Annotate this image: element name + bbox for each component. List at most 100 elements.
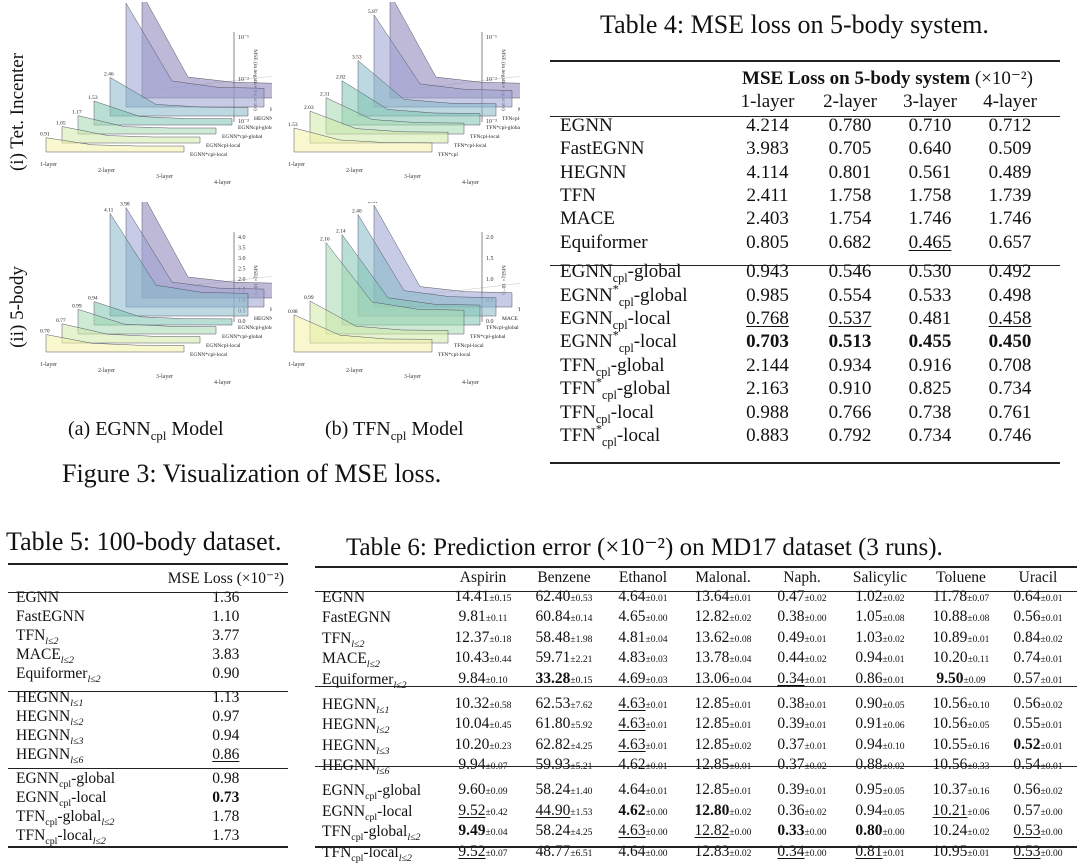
table-6-row: HEGNNl≤2 10.04±0.45 61.80±5.92 4.63±0.01 12.… xyxy=(322,715,1074,736)
peak-value-label: 2.14 xyxy=(336,228,346,234)
cell-text: 1.746 xyxy=(908,208,952,230)
table-4-group-header: MSE Loss on 5-body system (×10⁻²) xyxy=(725,67,1050,90)
x-tick-label: 1-layer xyxy=(40,362,57,368)
table-4-body: EGNN 4.214 0.780 0.710 0.712 FastEGNN 3.983 0.7… xyxy=(560,114,1050,448)
series-surface xyxy=(293,314,433,353)
panel-egnn-tet: 10⁻¹ 10⁻² 10⁻³ MSE (in negative log scale) 6… xyxy=(40,2,272,186)
cell-text: 0.766 xyxy=(828,401,872,423)
method-name: TFNl≤2 xyxy=(16,627,59,648)
figure-3-caption: Figure 3: Visualization of MSE loss. xyxy=(62,459,442,488)
cell-value: 0.49±0.01 xyxy=(764,629,840,650)
cell-text: 0.98 xyxy=(212,770,240,787)
series-legend-label: EGNN*cpl-local xyxy=(190,352,228,358)
cell-std: ±0.06 xyxy=(882,720,905,732)
column-header: Aspirin xyxy=(459,569,507,586)
cell-std: ±0.00 xyxy=(645,847,668,859)
cell-std: ±0.02 xyxy=(1040,633,1063,645)
cell-text: 0.554 xyxy=(828,284,872,306)
cell-value: 0.561 xyxy=(890,161,970,184)
cell-mean: 0.39 xyxy=(777,715,805,733)
cell-value: 1.78 xyxy=(168,807,284,826)
cell-value: 1.73 xyxy=(168,826,284,845)
cell-value: 0.509 xyxy=(970,137,1050,160)
cell-std: ±0.05 xyxy=(967,720,990,732)
subcaption-b: (b) TFNcpl Model xyxy=(325,418,464,442)
cell-mean: 0.36 xyxy=(777,801,805,819)
cell-value: 0.805 xyxy=(725,231,810,254)
cell-mean: 0.54 xyxy=(1013,756,1041,774)
cell-text: 0.734 xyxy=(988,378,1032,400)
series-surface xyxy=(357,213,497,317)
cell-std: ±0.01 xyxy=(804,740,827,752)
cell-text: 0.910 xyxy=(828,378,872,400)
cell-value: 9.50±0.09 xyxy=(920,670,1002,691)
cell-mean: 10.20 xyxy=(454,735,490,753)
table-6-corner xyxy=(322,569,442,588)
cell-mean: 4.62 xyxy=(618,801,646,819)
cell-std: ±0.01 xyxy=(804,785,827,797)
cell-text: 1.758 xyxy=(908,185,952,207)
series-surface xyxy=(93,301,233,326)
cell-value: 12.85±0.01 xyxy=(682,715,764,736)
x-tick-label: 1-layer xyxy=(288,362,305,368)
cell-std: ±0.10 xyxy=(967,699,990,711)
cell-value: 0.95±0.05 xyxy=(840,781,920,802)
cell-text: 2.144 xyxy=(746,354,789,376)
cell-std: ±0.02 xyxy=(804,806,827,818)
peak-value-label: 6.61 xyxy=(120,2,130,3)
cell-mean: 10.43 xyxy=(454,649,490,667)
cell-mean: 0.88 xyxy=(855,756,883,774)
cell-std: ±0.02 xyxy=(1040,785,1063,797)
cell-value: 0.39±0.01 xyxy=(764,715,840,736)
x-tick-label: 3-layer xyxy=(404,374,421,380)
cell-mean: 9.94 xyxy=(458,756,486,774)
cell-value: 1.10 xyxy=(168,607,284,626)
table-5-row: EGNN 1.36 xyxy=(16,588,284,607)
series-legend-label: TFNcpl-global xyxy=(502,116,520,122)
cell-mean: 10.32 xyxy=(454,694,490,712)
cell-text: 0.712 xyxy=(988,114,1032,136)
table-4-row: TFN*cpl-local 0.883 0.792 0.734 0.746 xyxy=(560,424,1050,448)
cell-std: ±0.00 xyxy=(1040,806,1063,818)
method-name: TFNcpl-locall≤2 xyxy=(16,827,106,848)
cell-value: 0.38±0.00 xyxy=(764,608,840,629)
cell-value: 0.481 xyxy=(890,307,970,330)
cell-value: 10.56±0.05 xyxy=(920,715,1002,736)
cell-mean: 10.55 xyxy=(932,735,968,753)
series-legend-label: MACE xyxy=(502,316,519,322)
cell-value: 4.63±0.01 xyxy=(604,736,682,757)
peak-value-label: 2.46 xyxy=(104,71,114,77)
cell-text: 2.411 xyxy=(746,185,789,207)
table-6-bottom-rule xyxy=(315,846,1077,848)
cell-value: 4.62±0.00 xyxy=(604,802,682,823)
x-tick-label: 3-layer xyxy=(156,374,173,380)
cell-value: 59.71±2.21 xyxy=(524,649,604,670)
table-4-row: TFNcpl-global 2.144 0.934 0.916 0.708 xyxy=(560,354,1050,378)
cell-std: ±0.01 xyxy=(645,785,668,797)
table-4-row: EGNN*cpl-global 0.985 0.554 0.533 0.498 xyxy=(560,283,1050,307)
peak-value-label: 1.53 xyxy=(88,95,98,101)
series-surface xyxy=(357,59,497,117)
cell-text: 0.498 xyxy=(988,284,1032,306)
method-name: HEGNNl≤6 xyxy=(16,746,84,767)
z-axis-label: MSE(× 10⁻²) xyxy=(252,265,259,295)
table-5-row: HEGNNl≤1 1.13 xyxy=(16,688,284,709)
table-5-row: MACEl≤2 3.83 xyxy=(16,645,284,666)
cell-mean: 0.95 xyxy=(855,780,883,798)
cell-value: 1.36 xyxy=(168,588,284,607)
series-legend-label: TFN*cpl-local xyxy=(454,143,487,149)
cell-text: 0.985 xyxy=(746,284,789,306)
group-header-text: MSE Loss on 5-body system xyxy=(742,68,971,89)
cell-mean: 10.56 xyxy=(932,715,968,733)
cell-std: ±0.03 xyxy=(645,654,668,666)
method-name: TFNl≤2 xyxy=(322,629,365,650)
cell-text: 0.533 xyxy=(908,284,952,306)
cell-mean: 10.89 xyxy=(932,628,968,646)
table-4-column-header-row: 1-layer 2-layer 3-layer 4-layer xyxy=(560,90,1050,113)
cell-value: 1.758 xyxy=(810,184,890,207)
x-tick-label: 4-layer xyxy=(462,380,479,386)
z-tick-label: 2.0 xyxy=(486,235,494,241)
cell-value: 0.498 xyxy=(970,284,1050,307)
column-header: 1-layer xyxy=(740,91,795,113)
cell-std: ±0.00 xyxy=(882,827,905,839)
